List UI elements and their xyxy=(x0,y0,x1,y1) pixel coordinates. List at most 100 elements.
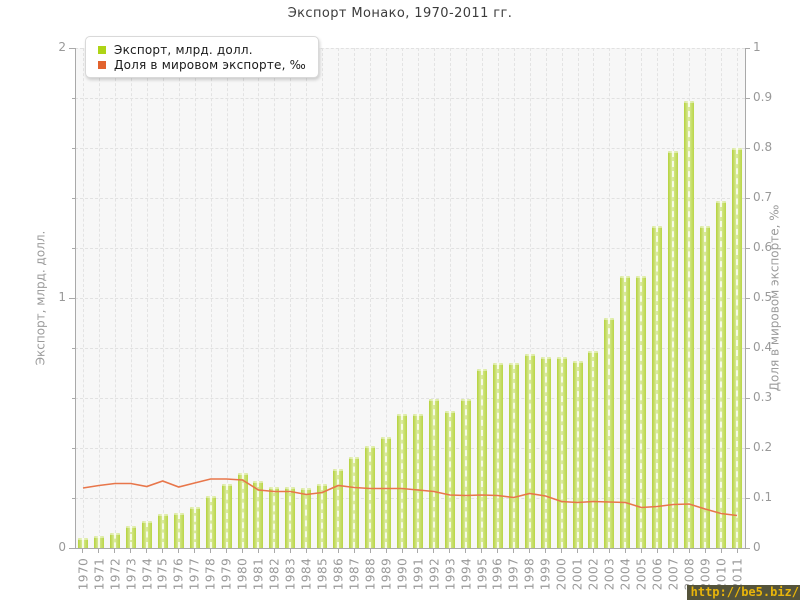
vertical-gridline xyxy=(146,48,148,548)
x-tickmark xyxy=(688,549,690,553)
bar-1970[interactable] xyxy=(77,538,88,548)
bar-1984[interactable] xyxy=(301,488,312,548)
right-tick-label: 0.3 xyxy=(753,390,773,404)
x-tickmark xyxy=(257,549,259,553)
bar-1979[interactable] xyxy=(221,484,232,548)
bar-center-dash xyxy=(257,480,260,548)
bar-center-dash xyxy=(736,148,739,548)
bar-1982[interactable] xyxy=(269,486,280,548)
bar-1977[interactable] xyxy=(189,506,200,548)
bar-1993[interactable] xyxy=(444,410,455,548)
vertical-gridline xyxy=(290,48,292,548)
bar-1983[interactable] xyxy=(285,486,296,548)
bar-1991[interactable] xyxy=(412,414,423,548)
bar-1992[interactable] xyxy=(428,399,439,548)
bar-1988[interactable] xyxy=(365,445,376,548)
vertical-gridline xyxy=(258,48,260,548)
bar-1986[interactable] xyxy=(333,469,344,548)
bar-2005[interactable] xyxy=(636,275,647,548)
bar-1990[interactable] xyxy=(397,414,408,548)
bar-center-dash xyxy=(145,520,148,548)
vertical-gridline xyxy=(577,48,579,548)
bar-center-dash xyxy=(337,469,340,548)
vertical-gridline xyxy=(370,48,372,548)
bar-1994[interactable] xyxy=(460,399,471,548)
x-tickmark xyxy=(226,549,228,553)
bar-2009[interactable] xyxy=(700,225,711,548)
bar-center-dash xyxy=(113,533,116,548)
vertical-gridline xyxy=(82,48,84,548)
bar-2011[interactable] xyxy=(732,148,743,548)
right-tick-label: 1 xyxy=(753,40,761,54)
x-tickmark xyxy=(194,549,196,553)
x-tickmark xyxy=(624,549,626,553)
bar-2002[interactable] xyxy=(588,350,599,548)
x-tickmark xyxy=(608,549,610,553)
bar-1974[interactable] xyxy=(141,520,152,548)
bar-1989[interactable] xyxy=(381,436,392,548)
bar-1973[interactable] xyxy=(125,525,136,548)
horizontal-gridline xyxy=(75,348,745,349)
bar-1985[interactable] xyxy=(317,484,328,548)
x-tickmark xyxy=(289,549,291,553)
right-tick-label: 0 xyxy=(753,540,761,554)
legend-item: Доля в мировом экспорте, ‰ xyxy=(98,57,306,72)
x-tickmark xyxy=(146,549,148,553)
bar-1975[interactable] xyxy=(157,514,168,548)
left-major-tick xyxy=(69,548,75,549)
x-tickmark xyxy=(529,549,531,553)
bar-2003[interactable] xyxy=(604,318,615,548)
right-tick xyxy=(745,98,750,99)
bar-center-dash xyxy=(177,513,180,548)
left-axis-line xyxy=(75,48,76,549)
bar-center-dash xyxy=(97,535,100,548)
bar-center-dash xyxy=(193,506,196,548)
x-tickmark xyxy=(305,549,307,553)
bar-center-dash xyxy=(656,225,659,548)
bar-2006[interactable] xyxy=(652,225,663,548)
legend: Экспорт, млрд. долл. Доля в мировом экспо… xyxy=(85,36,319,78)
vertical-gridline xyxy=(242,48,244,548)
x-tickmark xyxy=(672,549,674,553)
bar-1999[interactable] xyxy=(540,356,551,548)
bar-2008[interactable] xyxy=(684,100,695,548)
bar-1998[interactable] xyxy=(524,354,535,548)
right-tick xyxy=(745,198,750,199)
watermark-link[interactable]: http://be5.biz/ xyxy=(686,585,800,600)
vertical-gridline xyxy=(386,48,388,548)
bar-1980[interactable] xyxy=(237,473,248,548)
vertical-gridline xyxy=(417,48,419,548)
bar-2010[interactable] xyxy=(716,200,727,548)
bar-center-dash xyxy=(464,399,467,548)
bar-center-dash xyxy=(385,436,388,548)
x-tickmark xyxy=(720,549,722,553)
bar-2007[interactable] xyxy=(668,150,679,548)
vertical-gridline xyxy=(274,48,276,548)
right-tick xyxy=(745,348,750,349)
vertical-gridline xyxy=(338,48,340,548)
bar-2000[interactable] xyxy=(556,356,567,548)
bar-1997[interactable] xyxy=(508,363,519,548)
x-axis-line xyxy=(75,548,746,549)
vertical-gridline xyxy=(130,48,132,548)
left-minor-tick xyxy=(72,348,75,349)
bar-center-dash xyxy=(720,200,723,548)
bar-center-dash xyxy=(129,525,132,548)
x-tickmark xyxy=(337,549,339,553)
bar-1976[interactable] xyxy=(173,513,184,548)
bar-1971[interactable] xyxy=(93,535,104,548)
bar-2004[interactable] xyxy=(620,275,631,548)
bar-1987[interactable] xyxy=(349,456,360,548)
bar-center-dash xyxy=(161,514,164,548)
x-tickmark xyxy=(417,549,419,553)
x-tickmark xyxy=(433,549,435,553)
bar-2001[interactable] xyxy=(572,360,583,548)
vertical-gridline xyxy=(226,48,228,548)
x-tickmark xyxy=(561,549,563,553)
bar-1996[interactable] xyxy=(492,363,503,548)
bar-1995[interactable] xyxy=(476,369,487,548)
bar-1981[interactable] xyxy=(253,480,264,548)
bar-1978[interactable] xyxy=(205,495,216,548)
x-tickmark xyxy=(545,549,547,553)
bar-1972[interactable] xyxy=(109,533,120,548)
